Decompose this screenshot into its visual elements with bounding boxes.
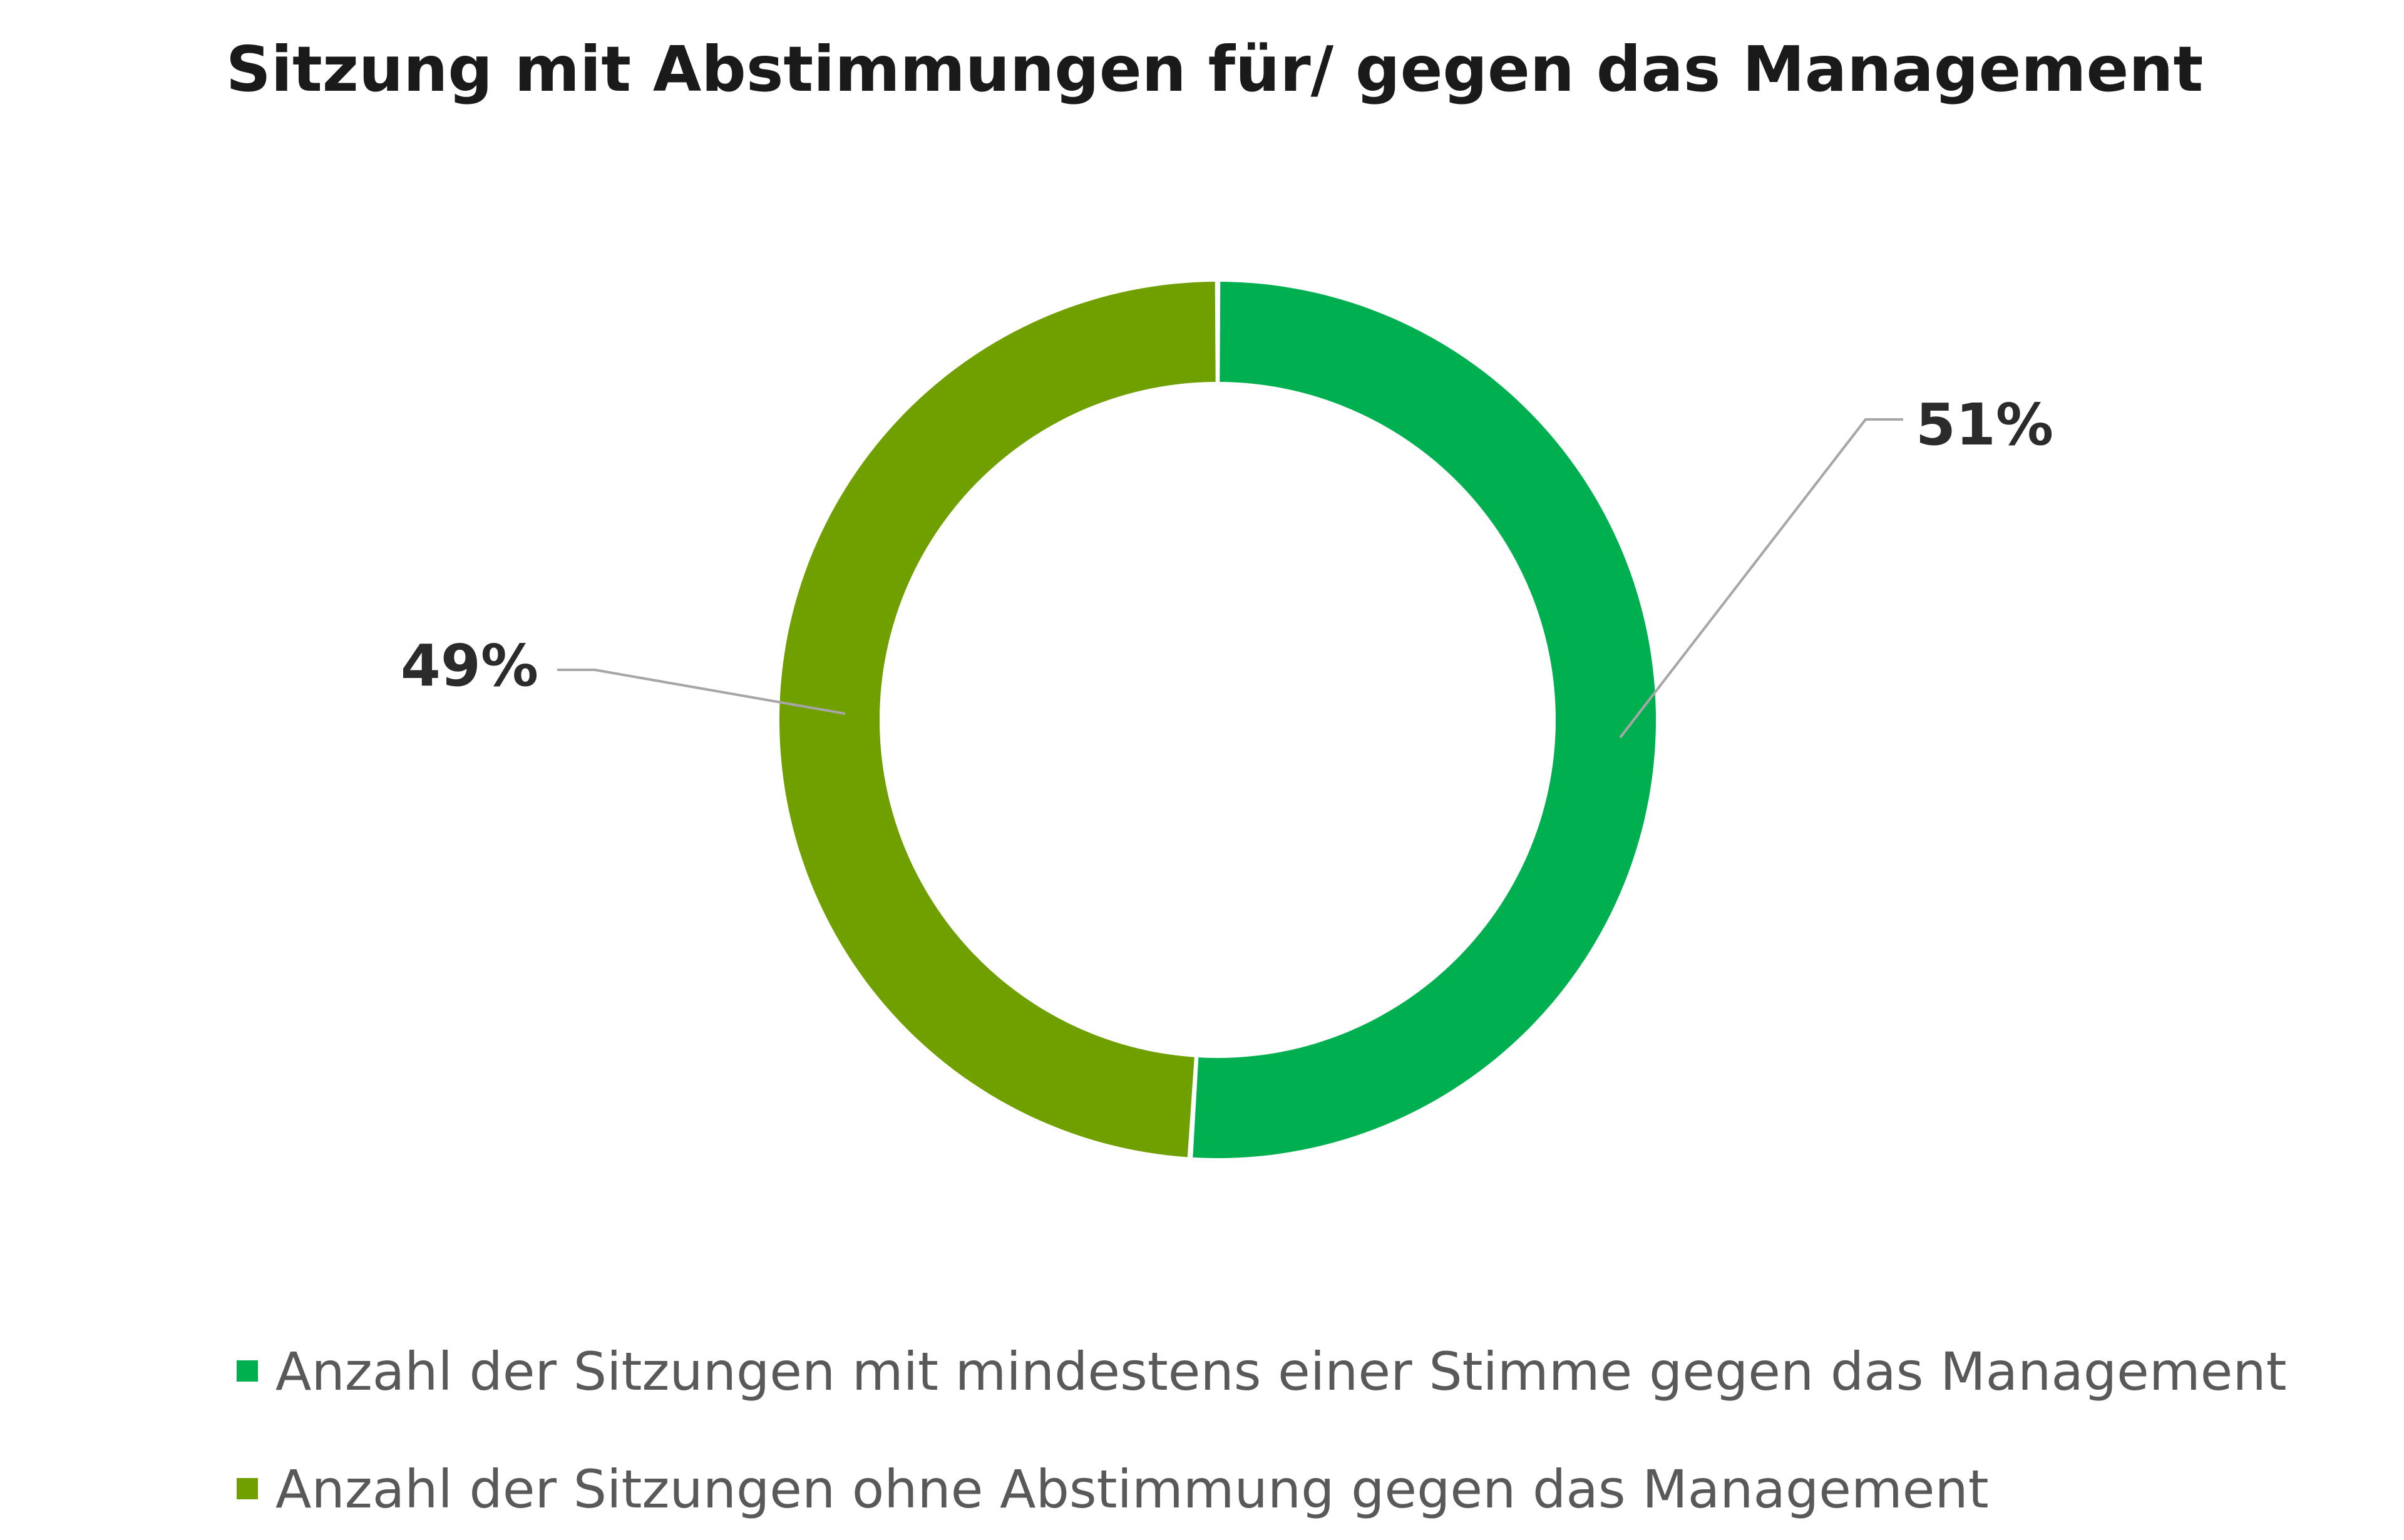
slices-group (779, 282, 1657, 1158)
leader-line-1 (1619, 418, 1903, 739)
data-label-1: 51% (1916, 391, 2053, 458)
legend-label-1: Anzahl der Sitzungen mit mindestens eine… (275, 1341, 2287, 1402)
chart-title: Sitzung mit Abstimmungen für/ gegen das … (226, 33, 2204, 106)
leader-lines-group (557, 418, 1903, 739)
legend: Anzahl der Sitzungen mit mindestens eine… (237, 1341, 2287, 1520)
legend-swatch-2 (237, 1478, 258, 1499)
legend-item-2: Anzahl der Sitzungen ohne Abstimmung geg… (237, 1459, 1989, 1520)
legend-label-2: Anzahl der Sitzungen ohne Abstimmung geg… (275, 1459, 1989, 1520)
slice-1 (1193, 282, 1657, 1158)
legend-item-1: Anzahl der Sitzungen mit mindestens eine… (237, 1341, 2287, 1402)
leader-line-2 (557, 669, 846, 715)
slice-2 (779, 282, 1216, 1158)
legend-swatch-1 (237, 1360, 258, 1382)
data-label-2: 49% (401, 632, 538, 699)
data-labels-group: 51% 49% (401, 391, 2053, 699)
